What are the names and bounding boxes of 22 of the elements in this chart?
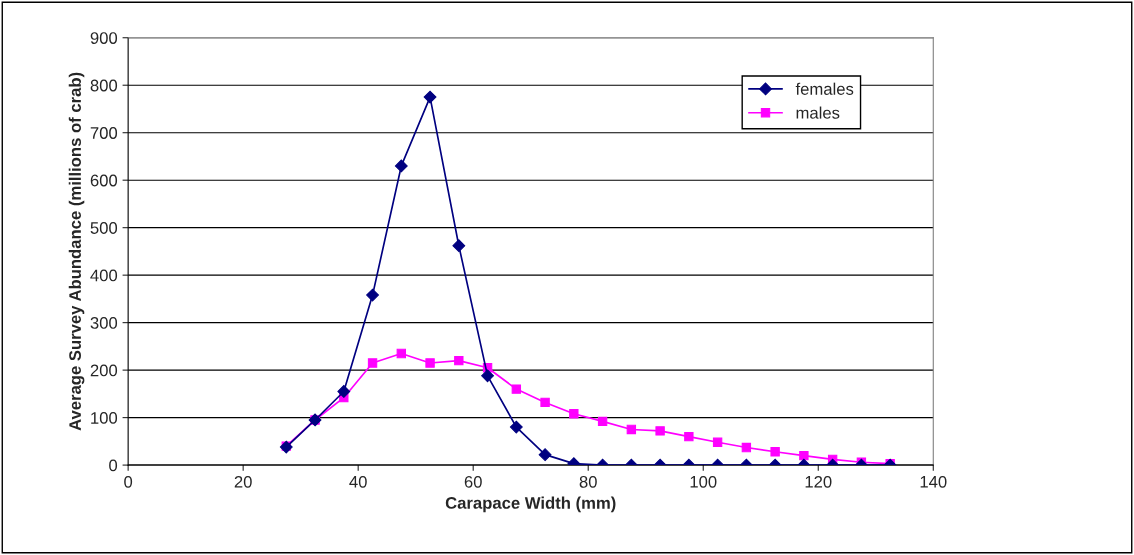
x-tick-label: 60: [464, 475, 482, 488]
y-tick-label: 0: [109, 459, 118, 472]
y-axis-title: Average Survey Abundance (millions of crab): [68, 72, 85, 431]
y-tick-label: 900: [90, 32, 118, 44]
legend-label: females: [795, 82, 854, 95]
x-tick-label: 40: [349, 475, 367, 488]
x-tick-label: 140: [920, 475, 947, 488]
x-tick-label: 100: [690, 475, 717, 488]
y-tick-label: 200: [90, 364, 118, 377]
y-tick-label: 700: [90, 127, 118, 139]
x-tick-label: 20: [234, 475, 252, 488]
x-tick-label: 120: [805, 475, 832, 488]
legend-label: males: [796, 106, 840, 119]
x-tick-label: 80: [579, 475, 597, 488]
y-tick-label: 100: [91, 412, 118, 424]
y-tick-label: 500: [90, 222, 118, 234]
y-tick-label: 600: [90, 174, 118, 187]
y-tick-label: 300: [90, 317, 118, 329]
y-tick-label: 800: [90, 79, 118, 92]
x-tick-label: 0: [124, 475, 133, 488]
x-axis-title: Carapace Width (mm): [445, 496, 616, 513]
y-tick-label: 400: [90, 269, 118, 282]
